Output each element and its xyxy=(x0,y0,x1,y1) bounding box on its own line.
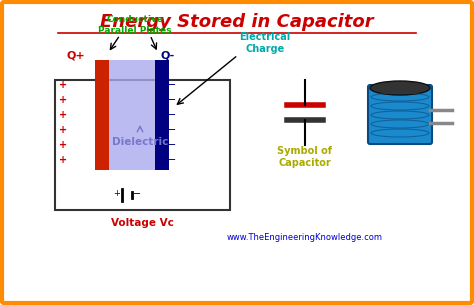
Text: +: + xyxy=(59,125,67,135)
Text: www.TheEngineeringKnowledge.com: www.TheEngineeringKnowledge.com xyxy=(227,232,383,242)
Text: +: + xyxy=(59,140,67,150)
Text: −: − xyxy=(167,155,177,165)
Text: +: + xyxy=(114,189,120,199)
Bar xyxy=(55,80,230,210)
Text: −: − xyxy=(133,189,141,199)
Bar xyxy=(155,60,169,170)
Ellipse shape xyxy=(370,81,430,95)
Bar xyxy=(109,60,155,170)
Text: +: + xyxy=(59,80,67,90)
Text: +: + xyxy=(59,95,67,105)
Text: −: − xyxy=(167,110,177,120)
Text: −: − xyxy=(167,80,177,90)
Text: Q+: Q+ xyxy=(67,50,85,60)
Text: −: − xyxy=(167,125,177,135)
FancyBboxPatch shape xyxy=(368,85,432,144)
Bar xyxy=(95,60,109,170)
FancyBboxPatch shape xyxy=(2,2,472,303)
Text: Q-: Q- xyxy=(161,50,175,60)
Text: Energy Stored in Capacitor: Energy Stored in Capacitor xyxy=(100,13,374,31)
Text: Symbol of
Capacitor: Symbol of Capacitor xyxy=(277,146,332,168)
Text: Electrical
Charge: Electrical Charge xyxy=(239,32,291,54)
Text: +: + xyxy=(59,110,67,120)
Text: −: − xyxy=(167,140,177,150)
Text: +: + xyxy=(59,155,67,165)
Text: Dielectric: Dielectric xyxy=(112,137,168,147)
Text: Voltage Vc: Voltage Vc xyxy=(110,218,173,228)
Text: Conductive
Parallel Plates: Conductive Parallel Plates xyxy=(98,15,172,35)
Text: −: − xyxy=(167,95,177,105)
